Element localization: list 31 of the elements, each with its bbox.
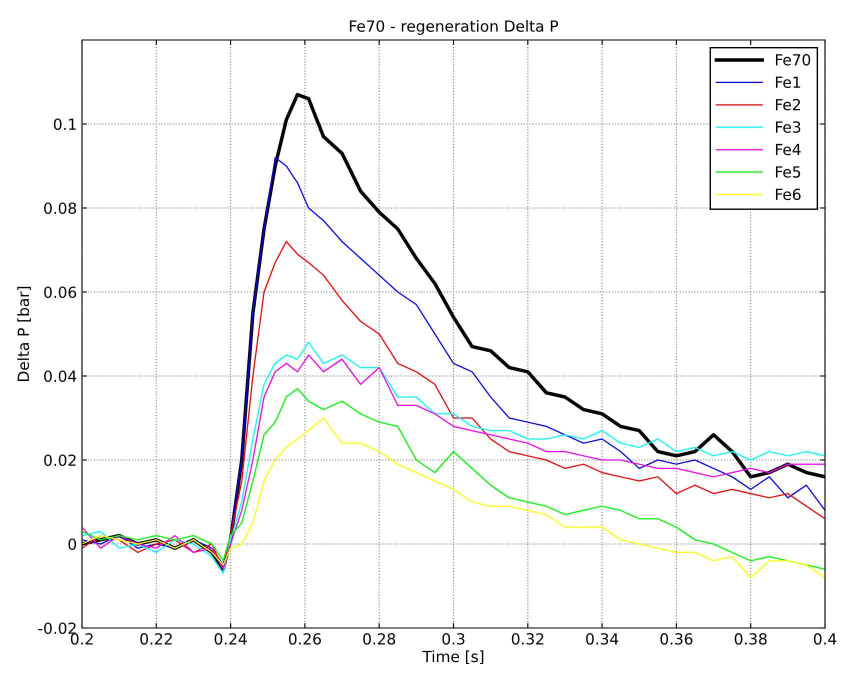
chart-title: Fe70 - regeneration Delta P — [350, 20, 558, 35]
x-tick-label: 0.2 — [70, 633, 93, 645]
x-axis-title: Time [s] — [422, 650, 484, 664]
legend-label: Fe5 — [776, 166, 800, 178]
y-tick-label: 0.1 — [54, 118, 76, 130]
y-tick-label: -0.02 — [38, 622, 76, 634]
legend-label: Fe2 — [776, 98, 800, 110]
y-tick-label: 0 — [68, 538, 76, 550]
legend-label: Fe4 — [776, 144, 801, 156]
x-tick-label: 0.32 — [512, 633, 544, 645]
line-series — [82, 240, 825, 570]
legend-label: Fe70 — [776, 54, 810, 66]
y-tick-label: 0.06 — [44, 286, 76, 298]
x-tick-label: 0.24 — [214, 633, 247, 645]
legend-label: Fe3 — [776, 121, 800, 133]
x-tick-label: 0.4 — [814, 633, 836, 645]
legend-label: Fe1 — [776, 76, 800, 88]
x-tick-label: 0.28 — [363, 633, 396, 645]
line-series — [82, 388, 825, 570]
y-tick-label: 0.04 — [44, 370, 76, 382]
x-tick-label: 0.34 — [586, 633, 618, 645]
x-tick-label: 0.3 — [442, 633, 464, 645]
x-tick-label: 0.36 — [660, 633, 692, 645]
x-tick-label: 0.38 — [734, 633, 767, 645]
y-tick-label: 0.02 — [44, 454, 76, 466]
line-series — [82, 417, 825, 578]
x-tick-label: 0.26 — [288, 633, 321, 645]
y-tick-label: 0.08 — [44, 202, 76, 214]
y-axis-title: Delta P [bar] — [17, 286, 31, 381]
x-tick-label: 0.22 — [140, 633, 172, 645]
legend-label: Fe6 — [776, 188, 801, 200]
